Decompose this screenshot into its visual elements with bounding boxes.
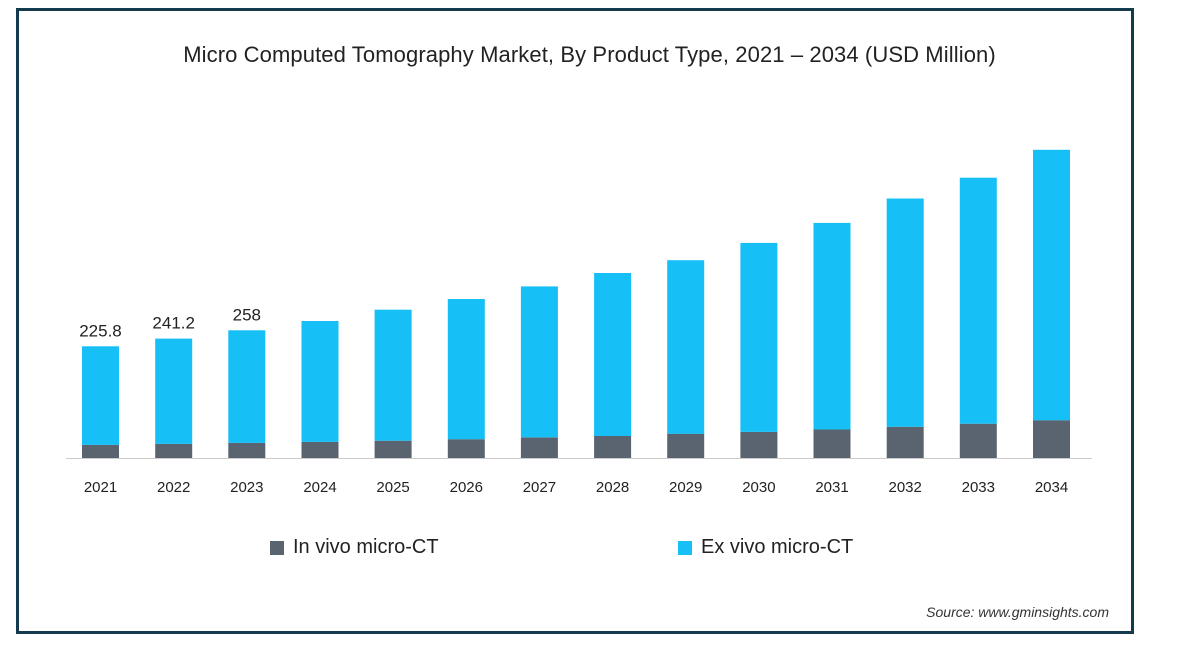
- x-tick-label-2030: 2030: [742, 479, 775, 496]
- data-label-2021: 225.8: [79, 321, 122, 340]
- bar-ex-vivo-2030: [740, 242, 778, 432]
- bar-in-vivo-2032: [886, 426, 924, 458]
- bar-ex-vivo-2024: [301, 321, 339, 442]
- x-tick-label-2023: 2023: [230, 479, 263, 496]
- bar-ex-vivo-2029: [667, 260, 705, 434]
- bar-ex-vivo-2032: [886, 198, 924, 427]
- source-note: Source: www.gminsights.com: [926, 604, 1109, 620]
- x-tick-label-2033: 2033: [962, 479, 995, 496]
- x-tick-label-2034: 2034: [1035, 479, 1068, 496]
- bar-ex-vivo-2022: [155, 338, 193, 444]
- bar-in-vivo-2027: [520, 437, 558, 458]
- data-label-2023: 258: [233, 305, 261, 324]
- bar-in-vivo-2029: [667, 433, 705, 458]
- bar-ex-vivo-2025: [374, 309, 412, 441]
- bar-in-vivo-2026: [447, 439, 485, 458]
- legend-item-in-vivo: In vivo micro-CT: [270, 536, 439, 559]
- bar-ex-vivo-2021: [82, 346, 119, 445]
- x-tick-label-2029: 2029: [669, 479, 702, 496]
- legend-label-ex-vivo: Ex vivo micro-CT: [701, 536, 854, 558]
- bar-in-vivo-2034: [1033, 420, 1070, 458]
- legend-item-ex-vivo: Ex vivo micro-CT: [678, 536, 853, 559]
- bar-in-vivo-2021: [82, 444, 119, 458]
- legend-swatch-ex-vivo: [678, 540, 692, 555]
- bar-ex-vivo-2028: [594, 273, 632, 436]
- x-tick-label-2025: 2025: [376, 479, 409, 496]
- bar-in-vivo-2028: [594, 436, 632, 458]
- bar-in-vivo-2030: [740, 431, 778, 458]
- bar-ex-vivo-2034: [1033, 149, 1070, 421]
- x-tick-label-2021: 2021: [84, 479, 117, 496]
- chart-frame: [16, 8, 1134, 634]
- bar-in-vivo-2025: [374, 440, 412, 458]
- x-tick-label-2024: 2024: [303, 479, 336, 496]
- bar-ex-vivo-2033: [959, 177, 997, 424]
- x-tick-label-2027: 2027: [523, 479, 556, 496]
- bar-ex-vivo-2031: [813, 222, 851, 430]
- data-label-2022: 241.2: [152, 314, 195, 333]
- bar-ex-vivo-2027: [520, 286, 558, 438]
- legend-swatch-in-vivo: [270, 540, 284, 555]
- bar-in-vivo-2024: [301, 441, 339, 458]
- x-tick-label-2028: 2028: [596, 479, 629, 496]
- x-tick-label-2032: 2032: [889, 479, 922, 496]
- bar-ex-vivo-2023: [228, 330, 266, 443]
- x-tick-label-2022: 2022: [157, 479, 190, 496]
- legend: In vivo micro-CT Ex vivo micro-CT: [0, 536, 1179, 566]
- legend-label-in-vivo: In vivo micro-CT: [293, 536, 439, 558]
- bar-ex-vivo-2026: [447, 299, 485, 440]
- bar-in-vivo-2023: [228, 442, 266, 458]
- chart-title: Micro Computed Tomography Market, By Pro…: [183, 42, 996, 67]
- bars-group: [82, 149, 1070, 458]
- x-tick-label-2031: 2031: [815, 479, 848, 496]
- x-tick-labels: 2021 2022 2023 2024 2025 2026 2027 2028 2029 2030…: [84, 479, 1068, 496]
- x-tick-label-2026: 2026: [450, 479, 483, 496]
- data-labels: 225.8 241.2 258: [79, 305, 261, 340]
- bar-in-vivo-2033: [959, 423, 997, 458]
- bar-in-vivo-2022: [155, 443, 193, 458]
- bar-in-vivo-2031: [813, 429, 851, 458]
